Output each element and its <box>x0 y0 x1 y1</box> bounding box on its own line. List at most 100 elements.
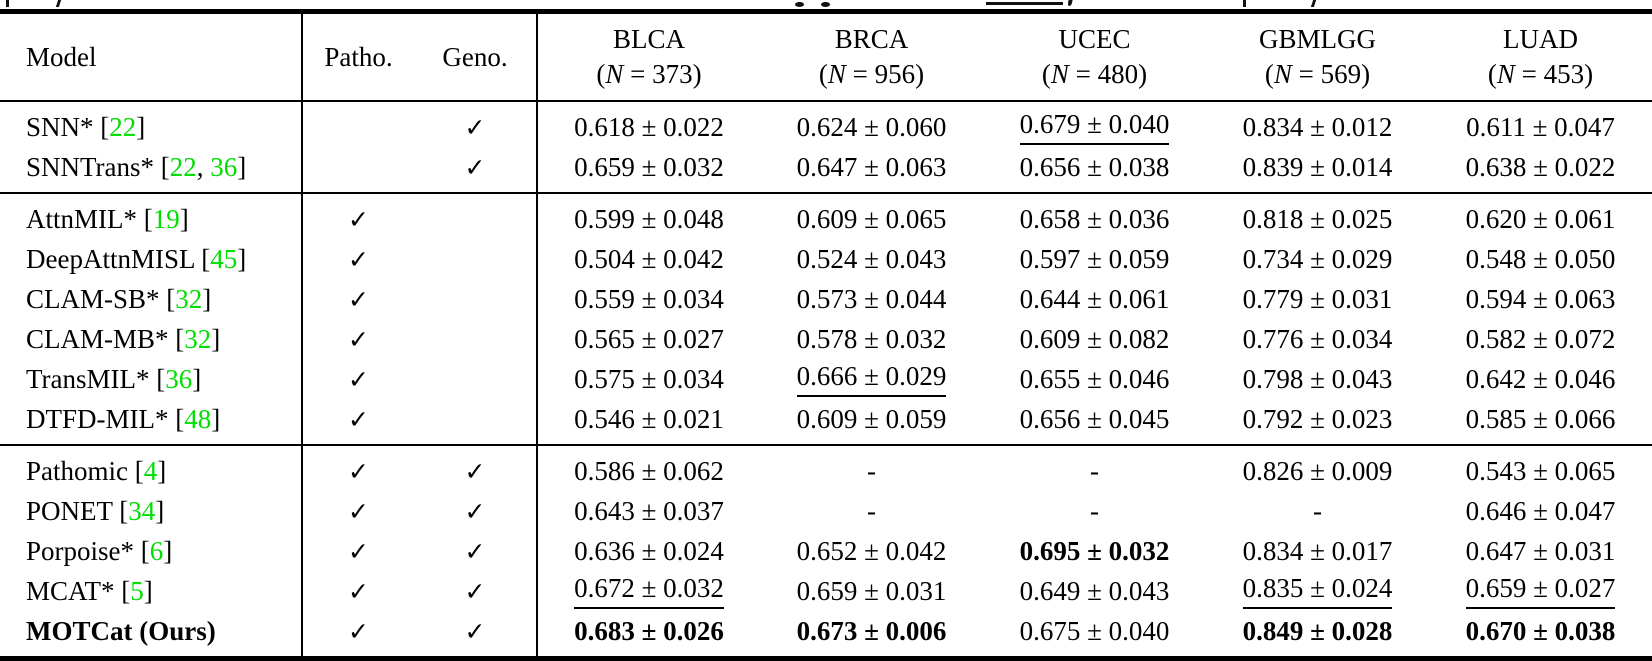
value-cell-brca: 0.647 ± 0.063 <box>760 147 983 193</box>
column-header-patho: Patho. <box>302 11 414 102</box>
value: 0.646 ± 0.047 <box>1465 495 1616 526</box>
value-cell-ucec: 0.695 ± 0.032 <box>983 531 1206 571</box>
value: 0.620 ± 0.061 <box>1465 203 1616 234</box>
geno-checkmark-cell: ✓ <box>414 101 538 147</box>
value: 0.656 ± 0.038 <box>1019 151 1170 182</box>
value-cell-ucec: 0.656 ± 0.045 <box>983 399 1206 445</box>
patho-checkmark-cell: ✓ <box>302 611 414 659</box>
value-cell-luad: 0.642 ± 0.046 <box>1429 359 1652 399</box>
caption-fragment-tail <box>55 0 62 7</box>
patho-checkmark-cell: ✓ <box>302 319 414 359</box>
value-cell-gbmlgg: 0.818 ± 0.025 <box>1206 192 1429 239</box>
checkmark-icon: ✓ <box>348 536 369 566</box>
value-cell-blca: 0.546 ± 0.021 <box>537 399 760 445</box>
model-name: TransMIL* <box>26 363 150 394</box>
citation-link[interactable]: 32 <box>184 323 212 354</box>
citation-link[interactable]: 34 <box>128 495 156 526</box>
value: 0.578 ± 0.032 <box>796 323 947 354</box>
value-cell-luad: 0.611 ± 0.047 <box>1429 101 1652 147</box>
model-name-cell: CLAM-MB* [32] <box>0 319 303 359</box>
value: 0.658 ± 0.036 <box>1019 203 1170 234</box>
dataset-code: UCEC <box>1058 23 1131 54</box>
checkmark-icon: ✓ <box>464 112 486 142</box>
checkmark-icon: ✓ <box>464 616 486 646</box>
citation-link[interactable]: 6 <box>149 535 164 566</box>
value: 0.798 ± 0.043 <box>1242 363 1393 394</box>
model-name-cell: Porpoise* [6] <box>0 531 303 571</box>
value-cell-blca: 0.599 ± 0.048 <box>537 192 760 239</box>
column-header-geno: Geno. <box>414 11 538 102</box>
dataset-code: BLCA <box>612 23 685 54</box>
patho-checkmark-cell: ✓ <box>302 399 414 445</box>
value: 0.644 ± 0.061 <box>1019 283 1170 314</box>
value-cell-brca: - <box>760 444 983 491</box>
caption-fragment-underline <box>986 2 1063 5</box>
table-row-mcat: MCAT* [5] ✓ ✓ 0.672 ± 0.032 0.659 ± 0.031 0.6… <box>0 571 1652 611</box>
value: 0.618 ± 0.022 <box>574 111 724 142</box>
value-cell-luad: 0.620 ± 0.061 <box>1429 192 1652 239</box>
citation-link[interactable]: 36 <box>165 363 193 394</box>
model-name-cell: Pathomic [4] <box>0 444 303 491</box>
value: 0.675 ± 0.040 <box>1019 615 1170 646</box>
column-header-model: Model <box>0 11 303 102</box>
value: 0.792 ± 0.023 <box>1242 403 1393 434</box>
value: 0.652 ± 0.042 <box>796 535 947 566</box>
model-name-cell: CLAM-SB* [32] <box>0 279 303 319</box>
caption-fragment-loop <box>795 2 804 7</box>
citation-link[interactable]: 22 <box>109 111 137 142</box>
survival-results-table: Model Patho. Geno. BLCA (N = 373) BRCA (N =… <box>0 9 1652 661</box>
citation-link[interactable]: 32 <box>175 283 203 314</box>
table-row-dtfd-mil: DTFD-MIL* [48] ✓ 0.546 ± 0.021 0.609 ± 0.05… <box>0 399 1652 445</box>
table-row-porpoise: Porpoise* [6] ✓ ✓ 0.636 ± 0.024 0.652 ± 0.04… <box>0 531 1652 571</box>
value: 0.546 ± 0.021 <box>574 403 724 434</box>
value-cell-brca: 0.659 ± 0.031 <box>760 571 983 611</box>
column-header-dataset-blca: BLCA (N = 373) <box>537 11 760 102</box>
value: 0.638 ± 0.022 <box>1465 151 1616 182</box>
second-best-value: 0.672 ± 0.032 <box>574 573 724 609</box>
citation-link[interactable]: 36 <box>210 151 238 182</box>
column-header-dataset-brca: BRCA (N = 956) <box>760 11 983 102</box>
patho-checkmark-cell: ✓ <box>302 279 414 319</box>
value: 0.548 ± 0.050 <box>1465 243 1616 274</box>
value-cell-ucec: 0.644 ± 0.061 <box>983 279 1206 319</box>
value-cell-gbmlgg: 0.834 ± 0.012 <box>1206 101 1429 147</box>
geno-checkmark-cell <box>414 239 538 279</box>
citation-link[interactable]: 4 <box>143 455 158 486</box>
citation-link[interactable]: 22 <box>169 151 197 182</box>
value: 0.586 ± 0.062 <box>574 455 724 486</box>
value: 0.573 ± 0.044 <box>796 283 947 314</box>
value: 0.524 ± 0.043 <box>796 243 947 274</box>
citation-link[interactable]: 5 <box>130 575 144 606</box>
citation-link[interactable]: 48 <box>184 403 212 434</box>
geno-checkmark-cell <box>414 279 538 319</box>
citation-link[interactable]: 19 <box>152 203 180 234</box>
value: 0.611 ± 0.047 <box>1466 111 1615 142</box>
geno-checkmark-cell <box>414 399 538 445</box>
value-cell-blca: 0.565 ± 0.027 <box>537 319 760 359</box>
geno-checkmark-cell: ✓ <box>414 611 538 659</box>
value-cell-ucec: 0.609 ± 0.082 <box>983 319 1206 359</box>
geno-checkmark-cell: ✓ <box>414 571 538 611</box>
dataset-n: (N = 956) <box>818 59 925 89</box>
value: 0.643 ± 0.037 <box>574 495 724 526</box>
value-cell-blca: 0.636 ± 0.024 <box>537 531 760 571</box>
value-cell-ucec: 0.597 ± 0.059 <box>983 239 1206 279</box>
value: 0.636 ± 0.024 <box>574 535 724 566</box>
value-cell-gbmlgg: 0.792 ± 0.023 <box>1206 399 1429 445</box>
value: 0.582 ± 0.072 <box>1465 323 1616 354</box>
table-row-clam-sb: CLAM-SB* [32] ✓ 0.559 ± 0.034 0.573 ± 0.044… <box>0 279 1652 319</box>
citation-link[interactable]: 45 <box>210 243 238 274</box>
model-name: SNN* <box>26 111 94 142</box>
best-value: 0.683 ± 0.026 <box>574 615 724 646</box>
geno-checkmark-cell: ✓ <box>414 491 538 531</box>
value-cell-gbmlgg: 0.839 ± 0.014 <box>1206 147 1429 193</box>
model-name-cell: DeepAttnMISL [45] <box>0 239 303 279</box>
model-name: CLAM-SB* <box>26 283 160 314</box>
model-name: CLAM-MB* <box>26 323 169 354</box>
table-row-motcat-ours: MOTCat (Ours) ✓ ✓ 0.683 ± 0.026 0.673 ± 0.00… <box>0 611 1652 659</box>
value: 0.779 ± 0.031 <box>1242 283 1393 314</box>
model-name: MCAT* <box>26 575 115 606</box>
value: 0.609 ± 0.082 <box>1019 323 1170 354</box>
caption-fragment-stem <box>1243 0 1246 7</box>
table-row-snn: SNN* [22] ✓ 0.618 ± 0.022 0.624 ± 0.060 0.67… <box>0 101 1652 147</box>
